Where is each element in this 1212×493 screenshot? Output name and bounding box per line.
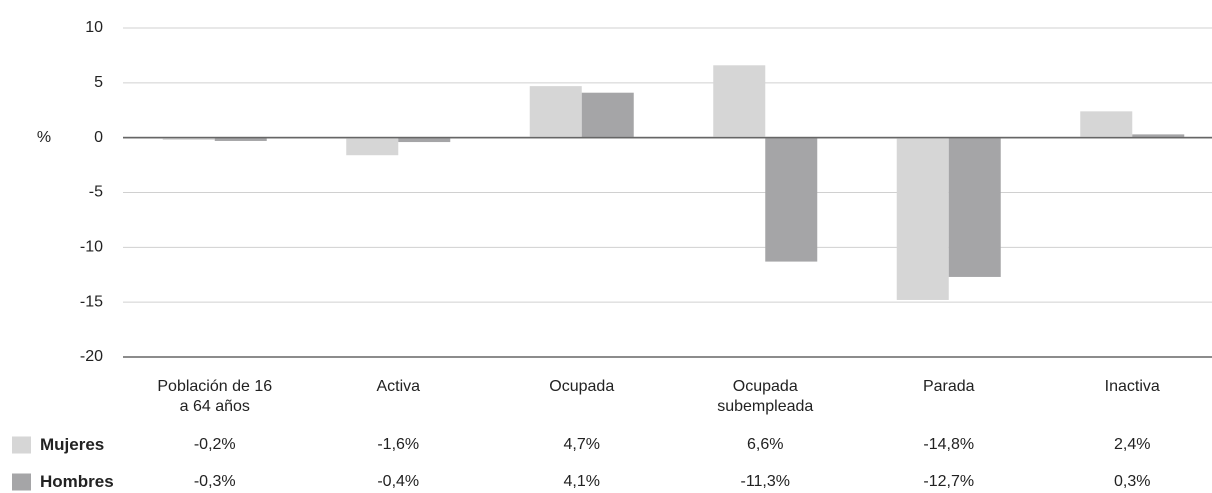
y-tick-label: -10 <box>80 239 103 256</box>
bar <box>1132 134 1185 138</box>
value-label: -0,4% <box>377 473 420 490</box>
bar <box>398 137 451 143</box>
bar <box>1080 111 1133 138</box>
value-label: 0,3% <box>1114 473 1151 490</box>
legend-swatch <box>12 473 31 491</box>
y-tick-label: -15 <box>80 293 103 310</box>
value-label: 2,4% <box>1114 436 1151 453</box>
x-tick-label: Ocupada subempleada <box>717 378 814 415</box>
legend-label: Mujeres <box>40 435 105 454</box>
legend-label: Hombres <box>40 472 114 491</box>
y-tick-label: 0 <box>94 129 103 146</box>
bar <box>162 137 215 140</box>
value-label: -0,2% <box>193 436 236 453</box>
x-tick-label: Parada <box>922 378 975 395</box>
x-tick-label: Población de 16 a 64 años <box>157 378 273 415</box>
bar <box>346 137 399 156</box>
bar <box>581 92 634 138</box>
y-tick-label: 5 <box>94 74 103 91</box>
x-tick-label: Activa <box>376 378 421 395</box>
x-tick-label: Ocupada <box>549 378 615 395</box>
bar <box>765 137 818 262</box>
value-label: 6,6% <box>747 436 784 453</box>
value-label: -1,6% <box>377 436 420 453</box>
y-tick-label: 10 <box>85 19 103 36</box>
y-tick-label: -20 <box>80 348 103 365</box>
y-axis-label: % <box>37 129 51 146</box>
bar <box>529 86 582 138</box>
value-label: 4,1% <box>563 473 600 490</box>
bar <box>948 137 1001 277</box>
value-label: -14,8% <box>923 436 975 453</box>
y-tick-label: -5 <box>89 184 103 201</box>
value-label: -0,3% <box>193 473 236 490</box>
bar <box>713 65 766 138</box>
value-label: 4,7% <box>563 436 600 453</box>
legend-swatch <box>12 436 31 454</box>
value-label: -12,7% <box>923 473 975 490</box>
value-label: -11,3% <box>740 473 791 490</box>
x-tick-label: Inactiva <box>1104 378 1160 395</box>
bar <box>896 137 949 300</box>
bar <box>214 137 267 141</box>
